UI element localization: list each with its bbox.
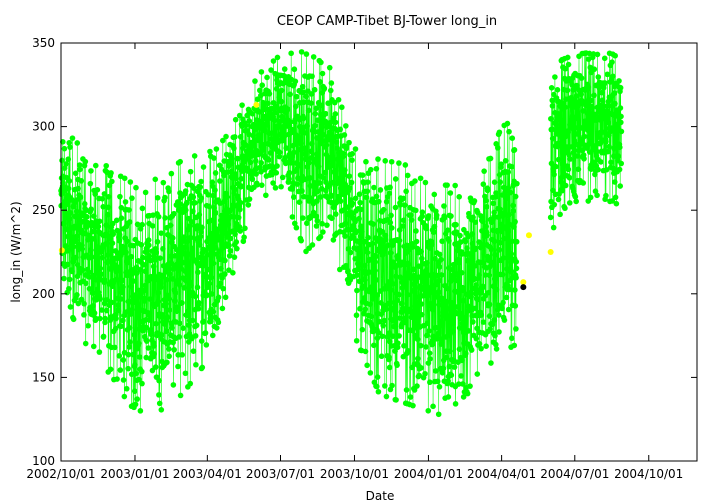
data-point xyxy=(165,346,172,352)
data-point xyxy=(353,337,360,344)
data-point xyxy=(182,370,189,377)
data-point xyxy=(199,364,206,371)
data-point xyxy=(137,408,144,414)
data-point xyxy=(61,275,67,282)
scatter-layer xyxy=(58,49,625,418)
x-axis-label: Date xyxy=(366,489,395,503)
data-point xyxy=(171,346,177,353)
flag-point-suspect xyxy=(253,101,260,108)
data-point xyxy=(354,272,361,278)
flag-point-suspect xyxy=(547,249,554,255)
y-tick-label: 250 xyxy=(32,203,55,217)
data-point xyxy=(126,344,132,350)
data-point xyxy=(90,343,97,350)
x-tick-label: 2002/10/01 xyxy=(26,467,95,481)
x-tick-label: 2003/10/01 xyxy=(320,467,389,481)
data-point xyxy=(187,380,194,387)
flag-point-bad xyxy=(520,284,527,291)
y-tick-label: 200 xyxy=(32,287,55,301)
data-point xyxy=(117,367,124,373)
data-point xyxy=(96,349,103,355)
data-point xyxy=(202,330,209,336)
data-point xyxy=(230,270,236,276)
data-point xyxy=(166,353,172,360)
x-tick-label: 2003/04/01 xyxy=(173,467,242,481)
data-point xyxy=(70,316,77,323)
flag-point-suspect xyxy=(58,247,65,254)
series-line xyxy=(60,51,518,415)
data-point xyxy=(118,323,124,330)
chart-title: CEOP CAMP-Tibet BJ-Tower long_in xyxy=(277,14,497,29)
x-tick-label: 2004/04/01 xyxy=(467,467,536,481)
y-tick-label: 150 xyxy=(32,370,55,384)
data-point xyxy=(123,385,130,392)
y-axis-label: long_in (W/m^2) xyxy=(9,201,23,302)
x-tick-label: 2003/01/01 xyxy=(100,467,169,481)
x-tick-label: 2004/07/01 xyxy=(540,467,609,481)
y-tick-label: 300 xyxy=(32,120,55,134)
x-tick-label: 2004/10/01 xyxy=(614,467,683,481)
flag-point-suspect xyxy=(525,232,532,239)
data-point xyxy=(222,294,229,301)
x-tick-label: 2004/01/01 xyxy=(394,467,463,481)
x-tick-label: 2003/07/01 xyxy=(246,467,315,481)
data-point xyxy=(177,392,184,399)
y-tick-label: 350 xyxy=(32,36,55,50)
y-tick-label: 100 xyxy=(32,454,55,468)
